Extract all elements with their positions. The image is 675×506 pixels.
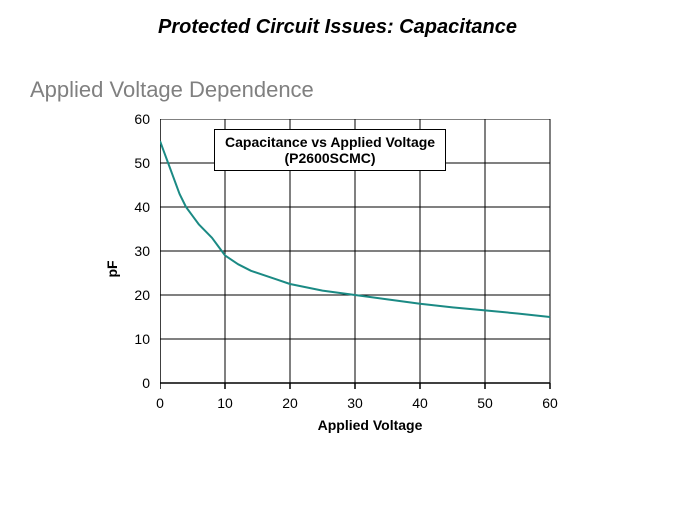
chart-container: pF Applied Voltage Capacitance vs Applie… <box>30 109 590 449</box>
x-tick-label: 0 <box>156 395 164 411</box>
y-tick-label: 40 <box>110 199 150 215</box>
x-tick-label: 40 <box>412 395 428 411</box>
x-tick-label: 60 <box>542 395 558 411</box>
y-tick-label: 20 <box>110 287 150 303</box>
chart-subtitle: Applied Voltage Dependence <box>0 39 675 103</box>
chart-legend: Capacitance vs Applied Voltage (P2600SCM… <box>214 129 446 171</box>
y-tick-label: 60 <box>110 111 150 127</box>
x-tick-label: 20 <box>282 395 298 411</box>
legend-subtitle: (P2600SCMC) <box>225 150 435 166</box>
y-axis-label: pF <box>104 260 120 277</box>
y-tick-label: 0 <box>110 375 150 391</box>
y-tick-label: 30 <box>110 243 150 259</box>
legend-title: Capacitance vs Applied Voltage <box>225 134 435 150</box>
page-title: Protected Circuit Issues: Capacitance <box>0 0 675 39</box>
x-tick-label: 30 <box>347 395 363 411</box>
x-tick-label: 10 <box>217 395 233 411</box>
x-axis-label: Applied Voltage <box>318 417 423 433</box>
y-tick-label: 50 <box>110 155 150 171</box>
y-tick-label: 10 <box>110 331 150 347</box>
x-tick-label: 50 <box>477 395 493 411</box>
